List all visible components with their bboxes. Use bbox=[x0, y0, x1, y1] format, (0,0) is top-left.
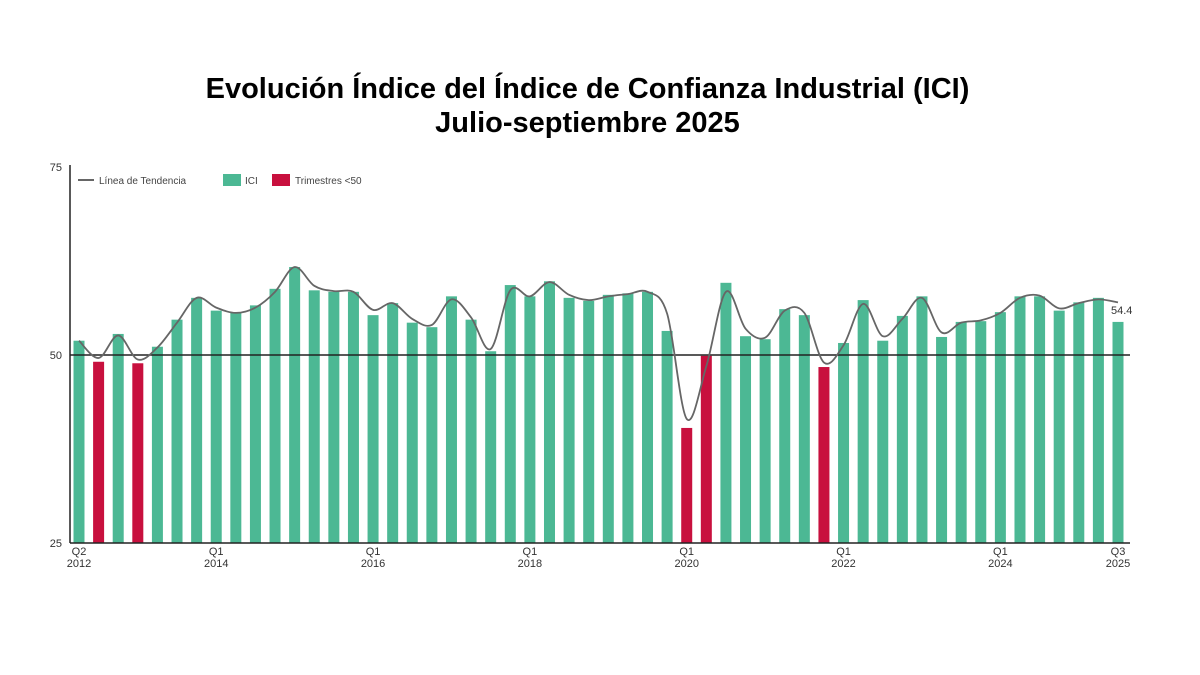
bar-ici bbox=[759, 339, 771, 543]
bar-ici bbox=[602, 294, 614, 543]
bar-ici bbox=[308, 290, 320, 543]
x-tick-year: 2025 bbox=[1106, 558, 1130, 570]
bar-ici bbox=[896, 315, 908, 543]
bar-ici bbox=[1073, 302, 1085, 543]
legend-below50-label: Trimestres <50 bbox=[295, 176, 362, 187]
bar-ici bbox=[151, 346, 163, 543]
bar-ici bbox=[210, 310, 222, 543]
bar-ici bbox=[289, 267, 301, 543]
bar-ici bbox=[249, 305, 261, 543]
bar-ici bbox=[426, 327, 438, 543]
x-tick-year: 2012 bbox=[67, 558, 91, 570]
bar-below-50 bbox=[681, 427, 693, 543]
bar-below-50 bbox=[700, 355, 712, 543]
bar-ici bbox=[524, 296, 536, 543]
bar-ici bbox=[347, 291, 359, 543]
bar-ici bbox=[406, 322, 418, 543]
chart-title: Evolución Índice del Índice de Confianza… bbox=[0, 72, 1175, 140]
bar-ici bbox=[740, 336, 752, 543]
bar-ici bbox=[1053, 310, 1065, 543]
bar-ici bbox=[877, 340, 889, 543]
bar-ici bbox=[975, 321, 987, 543]
bar-below-50 bbox=[818, 367, 830, 543]
x-tick-quarter: Q1 bbox=[209, 546, 224, 558]
bar-ici bbox=[1092, 297, 1104, 543]
x-tick-year: 2014 bbox=[204, 558, 228, 570]
bar-ici bbox=[661, 330, 673, 543]
bar-ici bbox=[838, 342, 850, 543]
bar-ici bbox=[230, 312, 242, 543]
bar-ici bbox=[445, 296, 457, 543]
legend-ici-swatch bbox=[223, 174, 241, 186]
bar-ici bbox=[642, 291, 654, 543]
bar-ici bbox=[1034, 296, 1046, 543]
subtitle-line: Julio-septiembre 2025 bbox=[435, 107, 740, 139]
x-tick-quarter: Q1 bbox=[993, 546, 1008, 558]
bar-ici bbox=[994, 312, 1006, 543]
title-line: Evolución Índice del Índice de Confianza… bbox=[205, 73, 970, 105]
bar-ici bbox=[1014, 296, 1026, 543]
bar-ici bbox=[73, 340, 85, 543]
bar-ici bbox=[622, 293, 634, 543]
bar-ici bbox=[269, 288, 281, 543]
legend-below50-swatch bbox=[272, 174, 290, 186]
bar-ici bbox=[955, 321, 967, 543]
bar-ici bbox=[543, 281, 555, 543]
legend-ici-label: ICI bbox=[245, 176, 258, 187]
legend-trend-label: Línea de Tendencia bbox=[99, 176, 187, 187]
bar-below-50 bbox=[132, 363, 144, 543]
x-tick-quarter: Q1 bbox=[366, 546, 381, 558]
x-tick-quarter: Q3 bbox=[1111, 546, 1126, 558]
bar-ici bbox=[583, 300, 595, 543]
bar-ici bbox=[191, 297, 203, 543]
bar-ici bbox=[936, 336, 948, 543]
y-tick-label: 25 bbox=[50, 538, 62, 550]
bar-ici bbox=[720, 282, 732, 543]
bar-ici bbox=[465, 319, 477, 543]
x-tick-year: 2022 bbox=[831, 558, 855, 570]
bar-below-50 bbox=[93, 361, 105, 543]
bar-ici bbox=[485, 351, 497, 543]
y-tick-label: 75 bbox=[50, 162, 62, 174]
x-tick-quarter: Q2 bbox=[72, 546, 87, 558]
bar-ici bbox=[367, 315, 379, 543]
bar-ici bbox=[328, 291, 340, 543]
x-tick-year: 2024 bbox=[988, 558, 1012, 570]
x-tick-quarter: Q1 bbox=[523, 546, 538, 558]
bar-ici bbox=[916, 296, 928, 543]
x-tick-year: 2020 bbox=[674, 558, 698, 570]
bar-ici bbox=[171, 319, 183, 543]
bar-ici bbox=[857, 300, 869, 543]
bar-ici bbox=[112, 333, 124, 543]
x-tick-quarter: Q1 bbox=[679, 546, 694, 558]
bar-ici bbox=[563, 297, 575, 543]
data-label-last: 54.4 bbox=[1111, 305, 1132, 317]
trend-line bbox=[78, 266, 1119, 422]
bar-ici bbox=[798, 315, 810, 543]
bar-ici bbox=[1112, 321, 1124, 543]
x-tick-year: 2018 bbox=[518, 558, 542, 570]
x-tick-year: 2016 bbox=[361, 558, 385, 570]
x-tick-quarter: Q1 bbox=[836, 546, 851, 558]
bar-ici bbox=[387, 303, 399, 543]
y-tick-label: 50 bbox=[50, 350, 62, 362]
bar-ici bbox=[504, 285, 516, 543]
bar-ici bbox=[779, 309, 791, 543]
